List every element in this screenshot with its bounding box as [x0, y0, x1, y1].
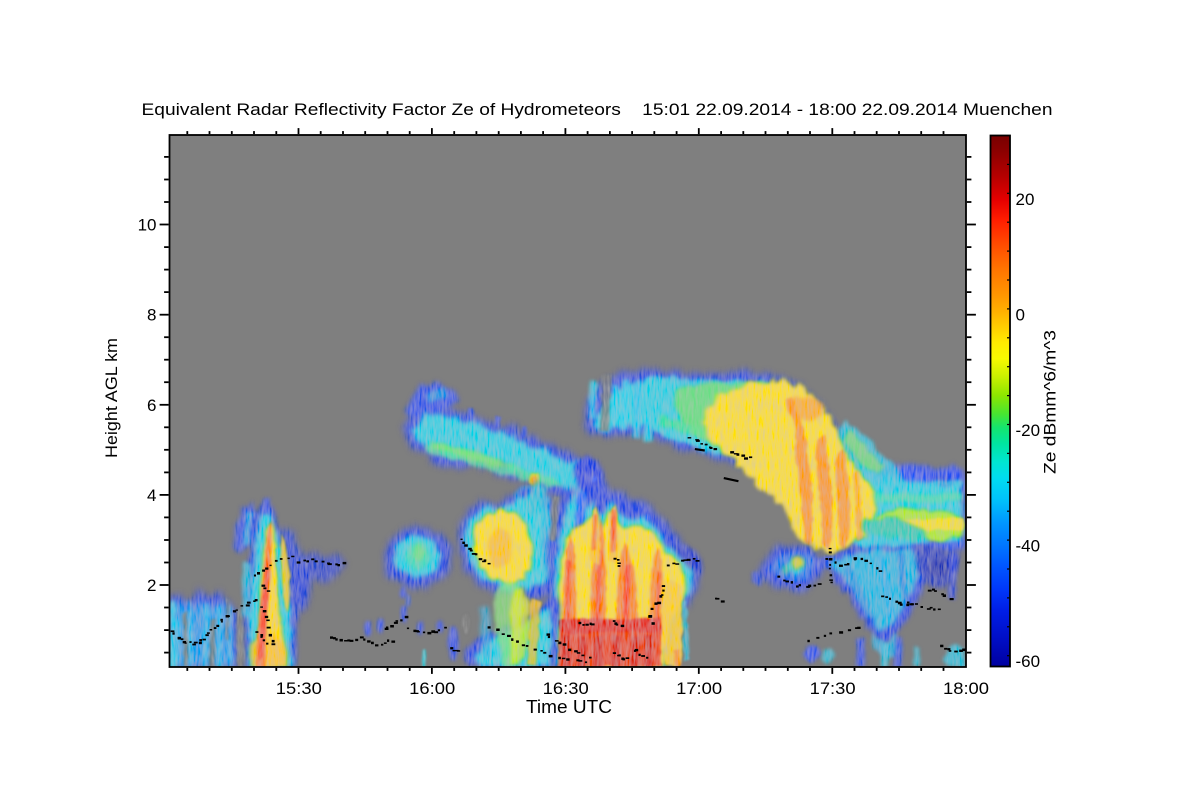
svg-text:2: 2 [147, 576, 156, 595]
svg-text:20: 20 [1016, 190, 1035, 209]
svg-text:10: 10 [138, 216, 157, 235]
svg-text:-20: -20 [1016, 421, 1041, 440]
svg-text:-40: -40 [1016, 537, 1041, 556]
svg-text:6: 6 [147, 396, 156, 415]
svg-text:15:30: 15:30 [276, 679, 322, 698]
svg-text:17:00: 17:00 [676, 679, 722, 698]
svg-text:Equivalent Radar Reflectivity: Equivalent Radar Reflectivity Factor Ze … [142, 100, 1053, 119]
svg-text:17:30: 17:30 [810, 679, 856, 698]
svg-text:16:00: 16:00 [409, 679, 455, 698]
svg-text:-60: -60 [1016, 652, 1041, 671]
svg-text:8: 8 [147, 306, 156, 325]
svg-text:Height AGL km: Height AGL km [102, 338, 121, 458]
svg-text:0: 0 [1016, 306, 1025, 325]
svg-text:18:00: 18:00 [943, 679, 989, 698]
svg-text:4: 4 [147, 486, 156, 505]
svg-text:16:30: 16:30 [543, 679, 589, 698]
svg-text:Ze dBmm^6/m^3: Ze dBmm^6/m^3 [1041, 330, 1060, 474]
svg-text:Time UTC: Time UTC [526, 697, 612, 717]
